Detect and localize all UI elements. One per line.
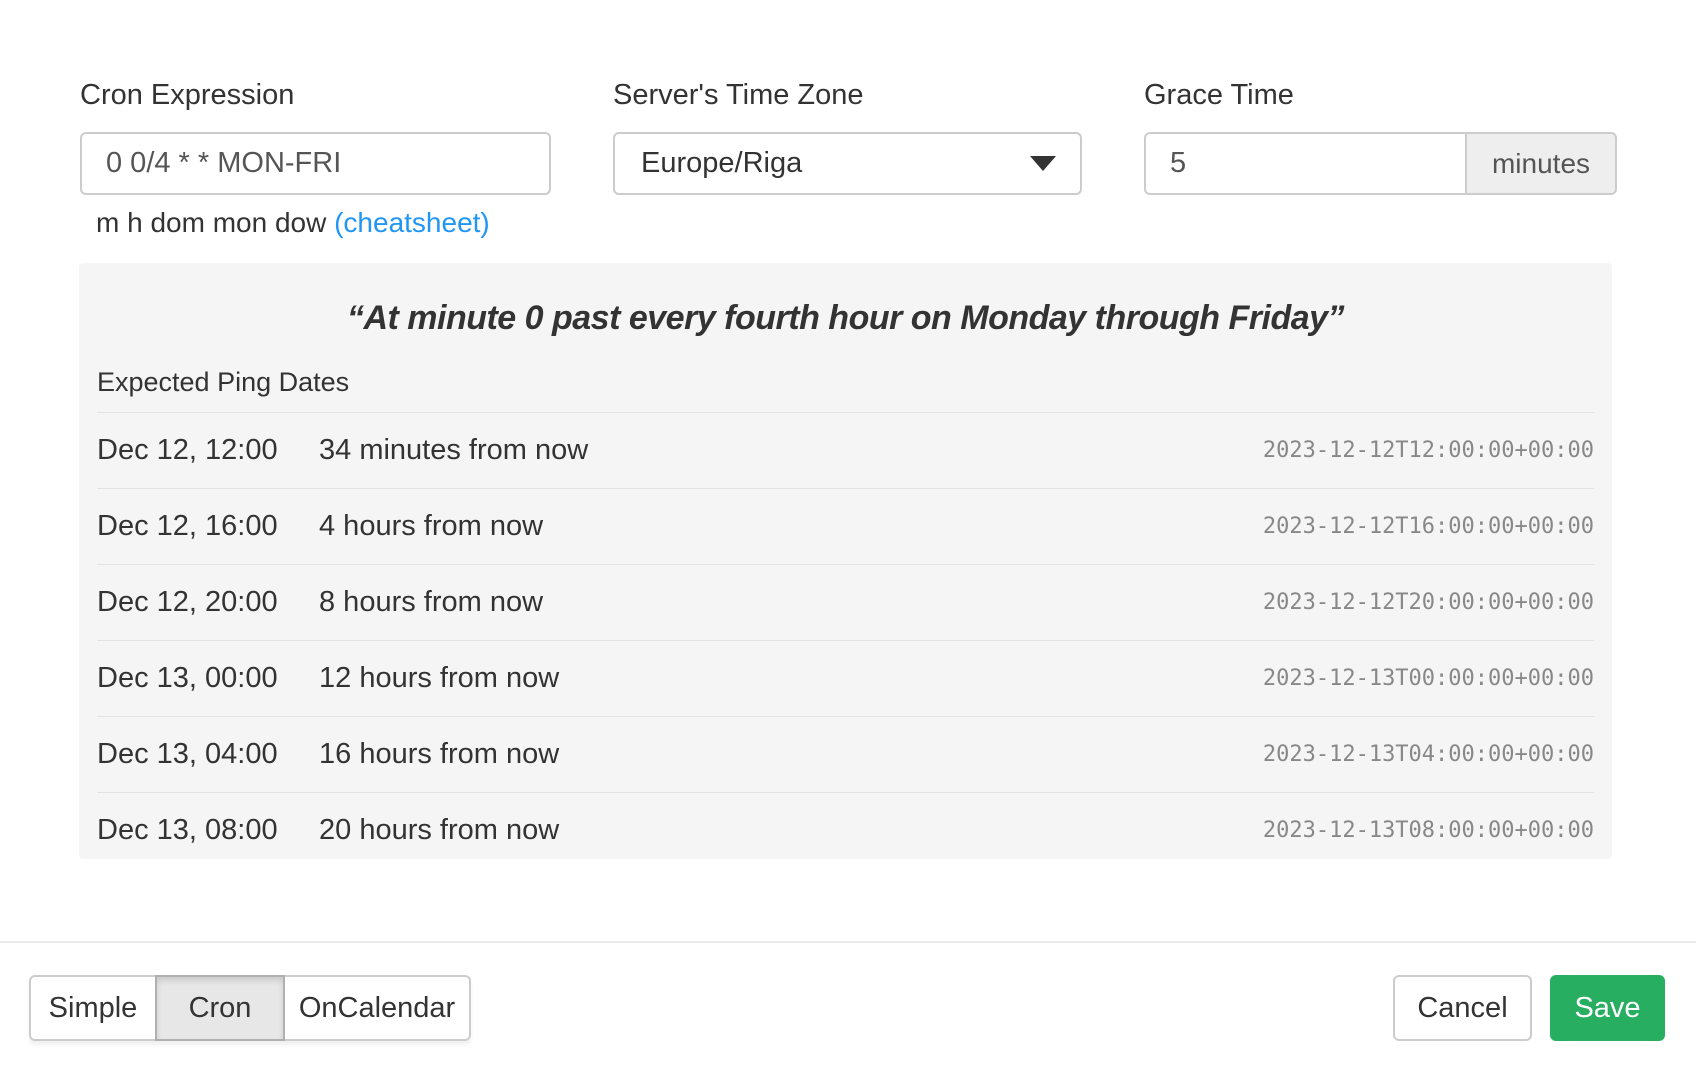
ping-relative-time: 8 hours from now xyxy=(319,586,544,618)
ping-date: Dec 13, 00:00 xyxy=(97,662,278,694)
mode-button-oncalendar[interactable]: OnCalendar xyxy=(283,975,471,1041)
table-row: Dec 12, 16:00 4 hours from now 2023-12-1… xyxy=(97,488,1594,564)
mode-button-simple[interactable]: Simple xyxy=(29,975,157,1041)
table-row: Dec 13, 00:00 12 hours from now 2023-12-… xyxy=(97,640,1594,716)
ping-relative-time: 16 hours from now xyxy=(319,738,560,770)
table-row: Dec 12, 12:00 34 minutes from now 2023-1… xyxy=(97,412,1594,488)
ping-iso-timestamp: 2023-12-12T16:00:00+00:00 xyxy=(1262,514,1594,539)
timezone-selected-value: Europe/Riga xyxy=(641,147,803,179)
ping-relative-time: 20 hours from now xyxy=(319,814,560,846)
cron-expression-input[interactable] xyxy=(80,132,551,195)
ping-relative-time: 34 minutes from now xyxy=(319,434,589,466)
cron-help-text: m h dom mon dow (cheatsheet) xyxy=(80,207,551,239)
grace-time-field-group: Grace Time minutes xyxy=(1144,78,1617,239)
ping-date: Dec 13, 08:00 xyxy=(97,814,278,846)
table-row: Dec 13, 04:00 16 hours from now 2023-12-… xyxy=(97,716,1594,792)
expected-ping-dates-label: Expected Ping Dates xyxy=(97,367,350,397)
ping-date: Dec 12, 20:00 xyxy=(97,586,278,618)
ping-iso-timestamp: 2023-12-13T00:00:00+00:00 xyxy=(1262,666,1594,691)
grace-time-label: Grace Time xyxy=(1144,79,1294,111)
ping-iso-timestamp: 2023-12-12T20:00:00+00:00 xyxy=(1262,590,1594,615)
ping-iso-timestamp: 2023-12-13T08:00:00+00:00 xyxy=(1262,818,1594,843)
cancel-button[interactable]: Cancel xyxy=(1393,975,1532,1041)
grace-time-unit-addon: minutes xyxy=(1467,132,1617,195)
cron-expression-label: Cron Expression xyxy=(80,79,295,111)
timezone-select[interactable]: Europe/Riga xyxy=(613,132,1082,195)
caret-down-icon xyxy=(1030,156,1056,171)
cron-help-fields: m h dom mon dow xyxy=(96,207,335,238)
ping-relative-time: 4 hours from now xyxy=(319,510,544,542)
ping-relative-time: 12 hours from now xyxy=(319,662,560,694)
mode-button-cron[interactable]: Cron xyxy=(155,975,285,1041)
grace-time-input[interactable] xyxy=(1144,132,1467,195)
timezone-label: Server's Time Zone xyxy=(613,79,864,111)
expected-ping-dates-table: Dec 12, 12:00 34 minutes from now 2023-1… xyxy=(97,412,1594,859)
cheatsheet-link[interactable]: (cheatsheet) xyxy=(334,207,490,238)
grace-time-input-group: minutes xyxy=(1144,132,1617,195)
cron-description: “At minute 0 past every fourth hour on M… xyxy=(346,299,1345,337)
table-row: Dec 13, 08:00 20 hours from now 2023-12-… xyxy=(97,792,1594,859)
ping-date: Dec 12, 16:00 xyxy=(97,510,278,542)
ping-date: Dec 12, 12:00 xyxy=(97,434,278,466)
footer-divider xyxy=(0,941,1696,943)
schedule-mode-button-group: Simple Cron OnCalendar xyxy=(29,975,471,1041)
table-row: Dec 12, 20:00 8 hours from now 2023-12-1… xyxy=(97,564,1594,640)
cron-preview-panel: “At minute 0 past every fourth hour on M… xyxy=(79,263,1612,859)
ping-iso-timestamp: 2023-12-13T04:00:00+00:00 xyxy=(1262,742,1594,767)
ping-date: Dec 13, 04:00 xyxy=(97,738,278,770)
cron-expression-field-group: Cron Expression m h dom mon dow (cheatsh… xyxy=(80,78,551,239)
save-button[interactable]: Save xyxy=(1550,975,1665,1041)
schedule-form-row: Cron Expression m h dom mon dow (cheatsh… xyxy=(80,78,1617,239)
timezone-field-group: Server's Time Zone Europe/Riga xyxy=(613,78,1082,239)
ping-iso-timestamp: 2023-12-12T12:00:00+00:00 xyxy=(1262,438,1594,463)
